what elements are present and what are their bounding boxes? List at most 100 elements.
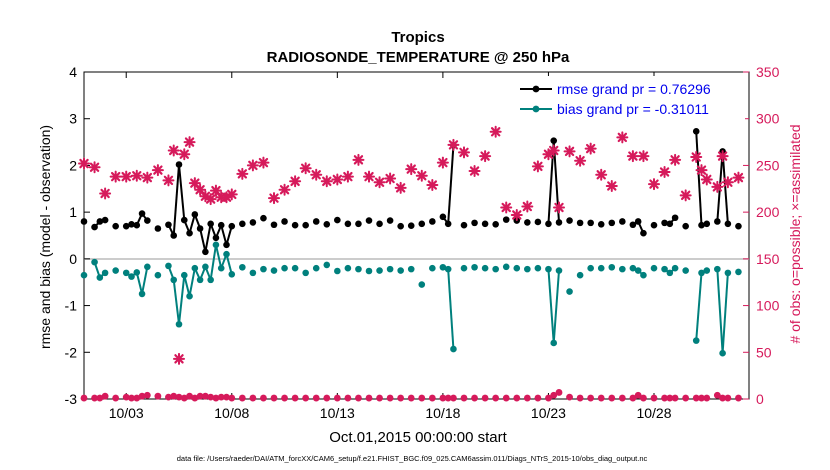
possible-obs-point: [101, 392, 109, 400]
chart-title: Tropics: [391, 29, 444, 46]
possible-obs-point: [249, 394, 257, 402]
assimilated-obs-point: [716, 150, 729, 163]
rmse-point: [312, 218, 320, 225]
bias-point: [249, 269, 257, 277]
rmse-point: [608, 219, 616, 227]
assimilated-obs-point: [341, 170, 354, 183]
rmse-point: [735, 222, 742, 230]
possible-obs-point: [682, 394, 690, 402]
bias-point: [334, 267, 341, 275]
rmse-point: [682, 222, 689, 230]
possible-obs-point: [650, 394, 658, 402]
rmse-segment: [721, 151, 729, 224]
assimilated-obs-point: [183, 136, 196, 149]
possible-obs-point: [587, 394, 595, 402]
rmse-point: [460, 221, 468, 229]
y2-tick-label: 150: [756, 251, 780, 267]
bias-point: [682, 267, 689, 274]
possible-obs-point: [629, 394, 637, 402]
assimilated-obs-point: [479, 150, 492, 163]
rmse-point: [228, 222, 236, 230]
y2-tick-label: 100: [756, 298, 780, 314]
rmse-point: [629, 221, 637, 229]
assimilated-obs-point: [188, 177, 201, 190]
possible-obs-point: [270, 394, 278, 402]
bias-point: [576, 271, 584, 279]
assimilated-obs-point: [331, 173, 344, 186]
bias-point: [133, 269, 141, 276]
possible-obs-point: [724, 394, 732, 402]
rmse-point: [566, 217, 573, 224]
possible-obs-point: [471, 394, 478, 402]
footer-filename: data file: /Users/raeder/DAI/ATM_forcXX/…: [177, 454, 648, 463]
assimilated-obs-point: [299, 162, 312, 175]
rmse-point: [376, 220, 383, 228]
rmse-point: [444, 220, 452, 228]
bias-point: [376, 267, 383, 274]
y-tick-label: 3: [69, 111, 77, 127]
x-tick-label: 10/08: [214, 405, 249, 421]
x-tick-label: 10/18: [425, 405, 460, 421]
bias-point: [186, 292, 193, 300]
legend-box: [515, 76, 745, 120]
rmse-point: [191, 211, 199, 218]
possible-obs-point: [112, 394, 120, 402]
assimilated-obs-point: [310, 168, 323, 181]
assimilated-obs-point: [373, 176, 386, 189]
possible-obs-point: [143, 391, 151, 399]
rmse-point: [703, 220, 711, 228]
legend-rmse-marker: [532, 85, 540, 93]
bias-point: [471, 263, 478, 271]
rmse-segment: [204, 223, 212, 253]
rmse-point: [133, 221, 141, 229]
bias-point: [703, 267, 711, 274]
rmse-point: [407, 222, 415, 229]
rmse-point: [180, 216, 188, 224]
rmse-point: [170, 232, 178, 239]
rmse-point: [634, 218, 642, 225]
assimilated-obs-point: [405, 163, 418, 176]
possible-obs-point: [692, 394, 700, 402]
possible-obs-point: [671, 394, 679, 402]
assimilated-obs-point: [209, 184, 222, 197]
rmse-point: [597, 220, 605, 228]
bias-point: [302, 269, 309, 277]
rmse-point: [281, 218, 288, 225]
rmse-point: [650, 221, 658, 229]
possible-obs-point: [212, 394, 220, 402]
rmse-point: [587, 219, 594, 227]
possible-obs-point: [397, 394, 405, 402]
rmse-point: [545, 220, 552, 228]
rmse-point: [154, 225, 162, 232]
bias-segment: [721, 272, 729, 354]
assimilated-obs-point: [426, 179, 439, 192]
assimilated-obs-point: [363, 170, 375, 183]
bias-point: [634, 267, 642, 274]
bias-point: [524, 265, 531, 273]
bias-point: [671, 264, 679, 272]
possible-obs-point: [355, 394, 362, 402]
assimilated-obs-point: [531, 160, 544, 173]
bias-point: [724, 269, 732, 277]
rmse-segment: [695, 131, 703, 226]
bias-point: [144, 263, 151, 271]
assimilated-obs-point: [595, 168, 608, 181]
rmse-point: [112, 222, 119, 230]
legend-bias-marker: [532, 105, 540, 113]
bias-point: [217, 264, 225, 272]
assimilated-obs-point: [352, 153, 365, 166]
rmse-point: [302, 221, 309, 229]
possible-obs-point: [492, 394, 500, 402]
bias-point: [397, 267, 404, 274]
assimilated-obs-point: [151, 164, 164, 177]
bias-point: [439, 263, 447, 271]
possible-obs-point: [566, 393, 573, 401]
rmse-point: [492, 220, 499, 228]
assimilated-obs-point: [637, 150, 650, 163]
assimilated-obs-point: [204, 193, 217, 206]
bias-point: [175, 320, 183, 328]
bias-point: [91, 258, 98, 266]
bias-segment: [447, 269, 455, 350]
possible-obs-point: [428, 394, 436, 402]
